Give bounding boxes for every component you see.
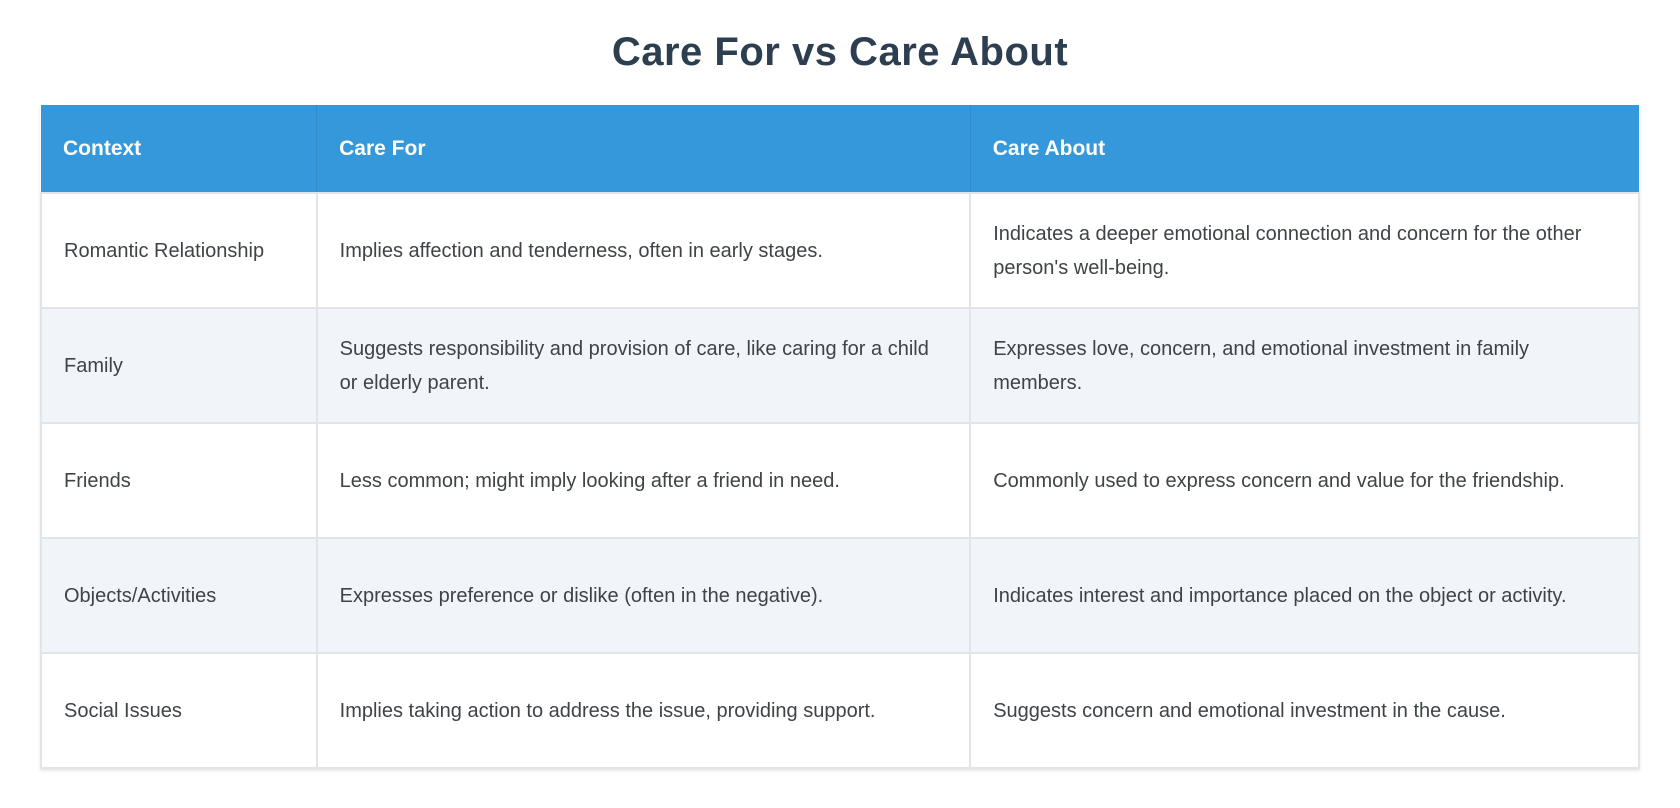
col-header-care-for: Care For xyxy=(316,105,971,193)
cell-care-about: Indicates interest and importance placed… xyxy=(969,537,1640,654)
cell-care-about: Indicates a deeper emotional connection … xyxy=(969,192,1640,309)
cell-care-about: Suggests concern and emotional investmen… xyxy=(969,652,1640,769)
table-row: Friends Less common; might imply looking… xyxy=(40,422,1640,539)
cell-care-for: Suggests responsibility and provision of… xyxy=(315,307,972,424)
cell-care-about: Commonly used to express concern and val… xyxy=(969,422,1640,539)
table-row: Objects/Activities Expresses preference … xyxy=(40,537,1640,654)
cell-care-for: Less common; might imply looking after a… xyxy=(315,422,972,539)
cell-context: Family xyxy=(40,307,318,424)
comparison-table: Context Care For Care About Romantic Rel… xyxy=(40,105,1640,769)
cell-context: Objects/Activities xyxy=(40,537,318,654)
table-row: Family Suggests responsibility and provi… xyxy=(40,307,1640,424)
table-row: Romantic Relationship Implies affection … xyxy=(40,192,1640,309)
table-row: Social Issues Implies taking action to a… xyxy=(40,652,1640,769)
cell-care-for: Implies affection and tenderness, often … xyxy=(315,192,972,309)
col-header-care-about: Care About xyxy=(970,105,1639,193)
cell-care-about: Expresses love, concern, and emotional i… xyxy=(969,307,1640,424)
cell-context: Friends xyxy=(40,422,318,539)
cell-context: Social Issues xyxy=(40,652,318,769)
page-title: Care For vs Care About xyxy=(611,30,1069,74)
cell-care-for: Expresses preference or dislike (often i… xyxy=(315,537,972,654)
cell-context: Romantic Relationship xyxy=(40,192,318,309)
col-header-context: Context xyxy=(41,105,318,193)
cell-care-for: Implies taking action to address the iss… xyxy=(315,652,972,769)
header-row: Context Care For Care About xyxy=(41,105,1639,193)
